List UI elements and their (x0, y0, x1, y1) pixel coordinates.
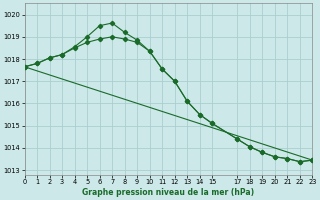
X-axis label: Graphe pression niveau de la mer (hPa): Graphe pression niveau de la mer (hPa) (82, 188, 254, 197)
